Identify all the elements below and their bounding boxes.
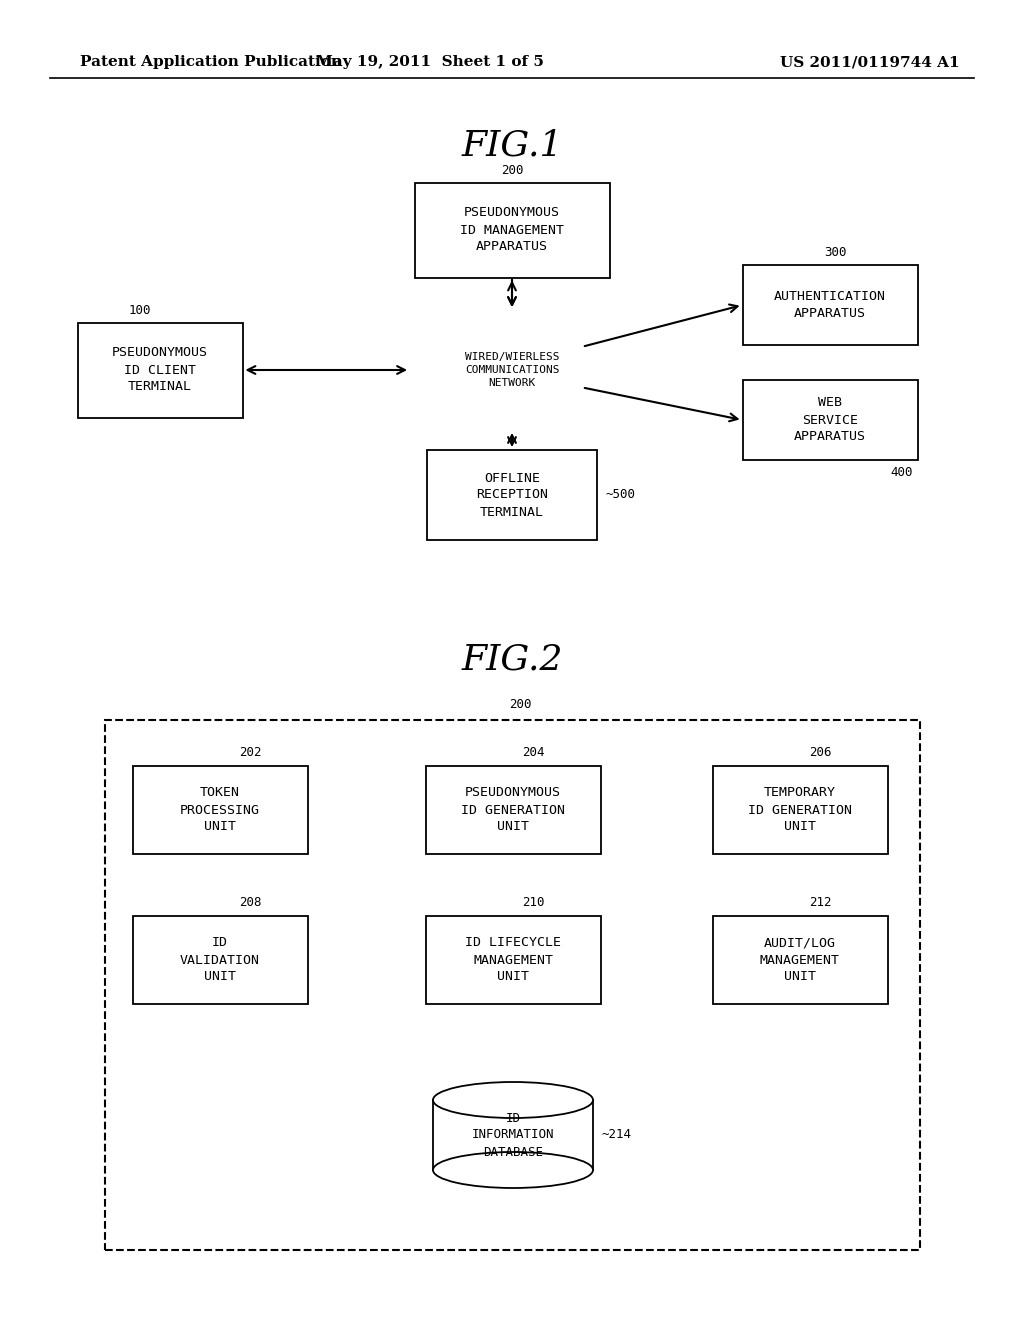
Text: PSEUDONYMOUS
ID GENERATION
UNIT: PSEUDONYMOUS ID GENERATION UNIT — [461, 787, 565, 833]
Text: 200: 200 — [501, 164, 523, 177]
FancyBboxPatch shape — [78, 322, 243, 417]
Ellipse shape — [433, 1152, 593, 1188]
FancyBboxPatch shape — [105, 719, 920, 1250]
Text: 206: 206 — [809, 746, 831, 759]
Text: AUTHENTICATION
APPARATUS: AUTHENTICATION APPARATUS — [774, 290, 886, 319]
Circle shape — [427, 331, 487, 391]
Text: US 2011/0119744 A1: US 2011/0119744 A1 — [780, 55, 961, 69]
Circle shape — [439, 343, 509, 413]
Text: FIG.2: FIG.2 — [461, 643, 563, 677]
Text: WIRED/WIERLESS
COMMUNICATIONS
NETWORK: WIRED/WIERLESS COMMUNICATIONS NETWORK — [465, 352, 559, 388]
FancyBboxPatch shape — [427, 450, 597, 540]
Text: AUDIT/LOG
MANAGEMENT
UNIT: AUDIT/LOG MANAGEMENT UNIT — [760, 936, 840, 983]
Circle shape — [496, 329, 572, 405]
Circle shape — [515, 343, 585, 413]
FancyBboxPatch shape — [742, 380, 918, 459]
FancyBboxPatch shape — [426, 766, 600, 854]
FancyBboxPatch shape — [132, 766, 307, 854]
Ellipse shape — [433, 1082, 593, 1118]
FancyBboxPatch shape — [742, 265, 918, 345]
Text: 300: 300 — [823, 247, 846, 260]
Circle shape — [452, 329, 528, 405]
Text: PSEUDONYMOUS
ID MANAGEMENT
APPARATUS: PSEUDONYMOUS ID MANAGEMENT APPARATUS — [460, 206, 564, 253]
Text: 100: 100 — [129, 304, 152, 317]
Text: Patent Application Publication: Patent Application Publication — [80, 55, 342, 69]
FancyBboxPatch shape — [713, 916, 888, 1005]
Text: ID
VALIDATION
UNIT: ID VALIDATION UNIT — [180, 936, 260, 983]
Text: May 19, 2011  Sheet 1 of 5: May 19, 2011 Sheet 1 of 5 — [316, 55, 544, 69]
Text: WEB
SERVICE
APPARATUS: WEB SERVICE APPARATUS — [794, 396, 866, 444]
FancyBboxPatch shape — [132, 916, 307, 1005]
Text: ID LIFECYCLE
MANAGEMENT
UNIT: ID LIFECYCLE MANAGEMENT UNIT — [465, 936, 561, 983]
Text: ~214: ~214 — [601, 1129, 631, 1142]
Text: 210: 210 — [522, 895, 544, 908]
Circle shape — [476, 318, 548, 389]
Circle shape — [470, 348, 554, 433]
FancyBboxPatch shape — [415, 182, 609, 277]
FancyBboxPatch shape — [433, 1100, 593, 1170]
Text: 204: 204 — [522, 746, 544, 759]
Text: ID
INFORMATION
DATABASE: ID INFORMATION DATABASE — [472, 1111, 554, 1159]
FancyBboxPatch shape — [426, 916, 600, 1005]
Text: FIG.1: FIG.1 — [461, 128, 563, 162]
Text: TOKEN
PROCESSING
UNIT: TOKEN PROCESSING UNIT — [180, 787, 260, 833]
Text: 212: 212 — [809, 895, 831, 908]
Text: 208: 208 — [239, 895, 261, 908]
Text: 400: 400 — [890, 466, 912, 479]
Text: PSEUDONYMOUS
ID CLIENT
TERMINAL: PSEUDONYMOUS ID CLIENT TERMINAL — [112, 346, 208, 393]
Text: OFFLINE
RECEPTION
TERMINAL: OFFLINE RECEPTION TERMINAL — [476, 471, 548, 519]
Circle shape — [537, 331, 597, 391]
Text: 200: 200 — [509, 698, 531, 711]
Text: 202: 202 — [239, 746, 261, 759]
Text: TEMPORARY
ID GENERATION
UNIT: TEMPORARY ID GENERATION UNIT — [748, 787, 852, 833]
FancyBboxPatch shape — [713, 766, 888, 854]
Text: ~500: ~500 — [605, 488, 635, 502]
